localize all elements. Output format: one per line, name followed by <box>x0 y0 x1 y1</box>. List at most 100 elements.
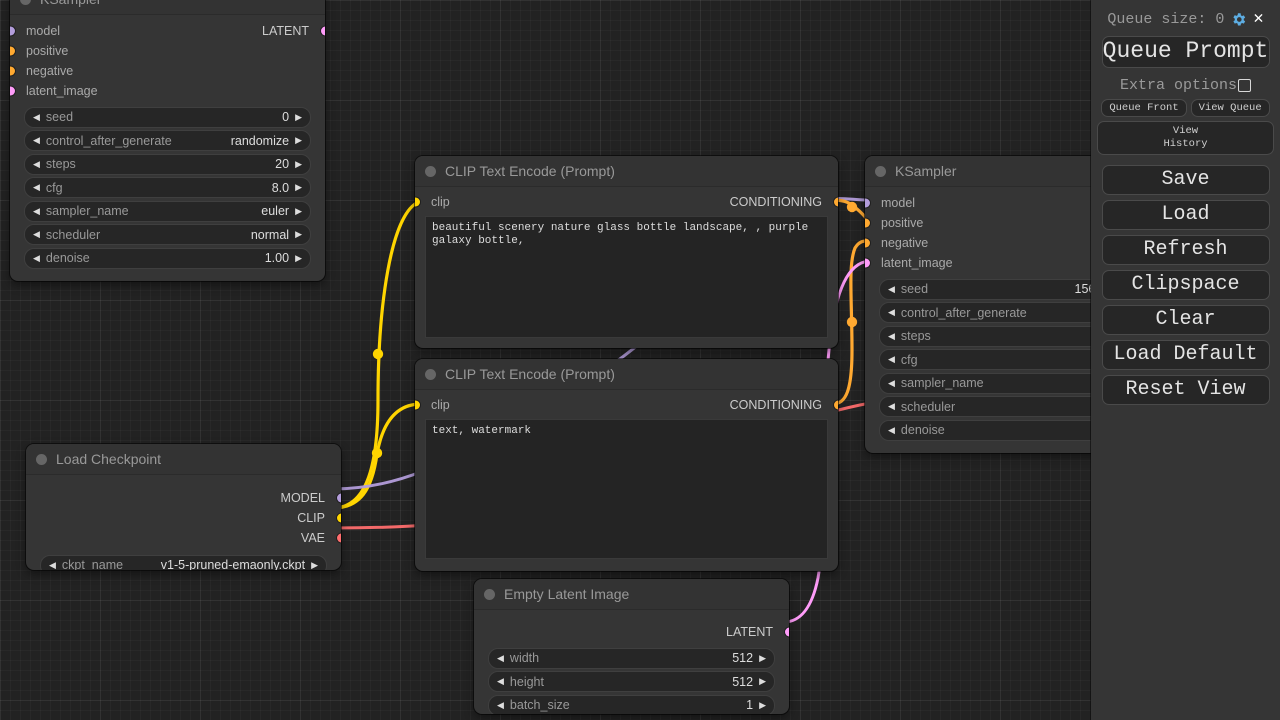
prompt-textarea[interactable]: text, watermark <box>425 419 828 559</box>
decrement-arrow-icon[interactable]: ◀ <box>33 252 40 263</box>
increment-arrow-icon[interactable]: ▶ <box>311 559 318 570</box>
input-slot-negative[interactable]: negative <box>865 233 1180 253</box>
input-slot-model[interactable]: model LATENT <box>10 21 325 41</box>
input-slot-latent-image[interactable]: latent_image <box>10 81 325 101</box>
decrement-arrow-icon[interactable]: ◀ <box>33 205 40 216</box>
widget-ckpt-name[interactable]: ◀ ckpt_name v1-5-pruned-emaonly.ckpt ▶ <box>40 554 327 570</box>
output-slot-latent[interactable]: LATENT <box>474 622 789 642</box>
collapse-dot-icon[interactable] <box>875 165 886 177</box>
slot-dot-vae-icon[interactable] <box>336 533 341 543</box>
slot-dot-model-icon[interactable] <box>865 198 870 208</box>
decrement-arrow-icon[interactable]: ◀ <box>888 330 895 341</box>
slot-dot-clip-icon[interactable] <box>415 197 420 207</box>
slot-dot-latent-icon[interactable] <box>320 26 325 36</box>
increment-arrow-icon[interactable]: ▶ <box>759 676 766 686</box>
increment-arrow-icon[interactable]: ▶ <box>295 135 302 145</box>
extra-options-checkbox[interactable] <box>1238 78 1252 92</box>
node-title-bar[interactable]: Load Checkpoint <box>26 444 341 475</box>
slot-dot-positive-icon[interactable] <box>865 218 870 228</box>
queue-front-button[interactable]: Queue Front <box>1101 99 1187 117</box>
collapse-dot-icon[interactable] <box>36 453 47 465</box>
reset-view-button[interactable]: Reset View <box>1101 375 1270 405</box>
increment-arrow-icon[interactable]: ▶ <box>759 699 766 710</box>
load-default-button[interactable]: Load Default <box>1101 340 1270 370</box>
increment-arrow-icon[interactable]: ▶ <box>295 229 302 239</box>
queue-prompt-button[interactable]: Queue Prompt <box>1101 36 1270 68</box>
input-slot-model[interactable]: model <box>865 193 1180 213</box>
refresh-button[interactable]: Refresh <box>1101 235 1270 265</box>
increment-arrow-icon[interactable]: ▶ <box>295 252 302 263</box>
decrement-arrow-icon[interactable]: ◀ <box>888 401 895 411</box>
widget-height[interactable]: ◀ height 512 ▶ <box>488 671 775 692</box>
output-slot-vae[interactable]: VAE <box>26 528 341 548</box>
decrement-arrow-icon[interactable]: ◀ <box>888 283 895 294</box>
decrement-arrow-icon[interactable]: ◀ <box>497 699 504 710</box>
input-slot-latent-image[interactable]: latent_image <box>865 253 1180 273</box>
increment-arrow-icon[interactable]: ▶ <box>295 111 302 122</box>
decrement-arrow-icon[interactable]: ◀ <box>33 182 40 192</box>
decrement-arrow-icon[interactable]: ◀ <box>33 158 40 169</box>
collapse-dot-icon[interactable] <box>20 0 31 5</box>
gear-icon[interactable] <box>1230 11 1247 28</box>
input-slot-positive[interactable]: positive <box>865 213 1180 233</box>
node-title-bar[interactable]: Empty Latent Image <box>474 579 789 610</box>
save-button[interactable]: Save <box>1101 165 1270 195</box>
node-clip-text-encode-negative[interactable]: CLIP Text Encode (Prompt) clip CONDITION… <box>415 359 838 571</box>
node-ksampler-left[interactable]: KSampler model LATENT positive negative … <box>10 0 325 281</box>
slot-dot-latent-image-icon[interactable] <box>865 258 870 268</box>
slot-dot-clip-icon[interactable] <box>415 400 420 410</box>
increment-arrow-icon[interactable]: ▶ <box>295 182 302 192</box>
widget-seed[interactable]: ◀ seed 0 ▶ <box>24 106 311 128</box>
decrement-arrow-icon[interactable]: ◀ <box>888 307 895 317</box>
decrement-arrow-icon[interactable]: ◀ <box>33 229 40 239</box>
slot-dot-model-icon[interactable] <box>10 26 15 36</box>
widget-denoise[interactable]: ◀ denoise 1.00 ▶ <box>24 247 311 269</box>
widget-batch-size[interactable]: ◀ batch_size 1 ▶ <box>488 694 775 714</box>
increment-arrow-icon[interactable]: ▶ <box>759 652 766 663</box>
slot-dot-negative-icon[interactable] <box>10 66 15 76</box>
clear-button[interactable]: Clear <box>1101 305 1270 335</box>
clipspace-button[interactable]: Clipspace <box>1101 270 1270 300</box>
slot-dot-model-icon[interactable] <box>336 493 341 503</box>
node-load-checkpoint[interactable]: Load Checkpoint MODEL CLIP VAE ◀ ckpt_na… <box>26 444 341 570</box>
decrement-arrow-icon[interactable]: ◀ <box>888 354 895 364</box>
slot-dot-conditioning-icon[interactable] <box>833 197 838 207</box>
decrement-arrow-icon[interactable]: ◀ <box>49 559 56 570</box>
input-slot-negative[interactable]: negative <box>10 61 325 81</box>
slot-dot-clip-icon[interactable] <box>336 513 341 523</box>
widget-control-after-generate[interactable]: ◀ control_after_generate randomize ▶ <box>24 130 311 151</box>
widget-steps[interactable]: ◀ steps 20 ▶ <box>24 153 311 175</box>
comfy-menu-panel[interactable]: Queue size: 0 ✕ Queue Prompt Extra optio… <box>1091 0 1280 720</box>
decrement-arrow-icon[interactable]: ◀ <box>888 424 895 435</box>
view-queue-button[interactable]: View Queue <box>1190 99 1270 117</box>
output-slot-clip[interactable]: CLIP <box>26 508 341 528</box>
extra-options-row[interactable]: Extra options <box>1097 74 1274 96</box>
widget-scheduler[interactable]: ◀ scheduler normal ▶ <box>24 224 311 245</box>
node-clip-text-encode-positive[interactable]: CLIP Text Encode (Prompt) clip CONDITION… <box>415 156 838 348</box>
decrement-arrow-icon[interactable]: ◀ <box>33 111 40 122</box>
slot-dot-conditioning-icon[interactable] <box>833 400 838 410</box>
slot-dot-positive-icon[interactable] <box>10 46 15 56</box>
decrement-arrow-icon[interactable]: ◀ <box>497 676 504 686</box>
load-button[interactable]: Load <box>1101 200 1270 230</box>
decrement-arrow-icon[interactable]: ◀ <box>33 135 40 145</box>
collapse-dot-icon[interactable] <box>425 165 436 177</box>
increment-arrow-icon[interactable]: ▶ <box>295 158 302 169</box>
node-title-bar[interactable]: KSampler <box>10 0 325 15</box>
node-empty-latent-image[interactable]: Empty Latent Image LATENT ◀ width 512 ▶ ◀… <box>474 579 789 714</box>
decrement-arrow-icon[interactable]: ◀ <box>497 652 504 663</box>
prompt-textarea[interactable]: beautiful scenery nature glass bottle la… <box>425 216 828 338</box>
close-icon[interactable]: ✕ <box>1253 9 1264 29</box>
widget-cfg[interactable]: ◀ cfg 8.0 ▶ <box>24 177 311 198</box>
increment-arrow-icon[interactable]: ▶ <box>295 205 302 216</box>
slot-dot-latent-image-icon[interactable] <box>10 86 15 96</box>
slot-dot-latent-icon[interactable] <box>784 627 789 637</box>
view-history-button[interactable]: View History <box>1097 121 1274 155</box>
collapse-dot-icon[interactable] <box>425 368 436 380</box>
slot-dot-negative-icon[interactable] <box>865 238 870 248</box>
collapse-dot-icon[interactable] <box>484 588 495 600</box>
node-title-bar[interactable]: CLIP Text Encode (Prompt) <box>415 156 838 187</box>
input-slot-positive[interactable]: positive <box>10 41 325 61</box>
decrement-arrow-icon[interactable]: ◀ <box>888 377 895 388</box>
